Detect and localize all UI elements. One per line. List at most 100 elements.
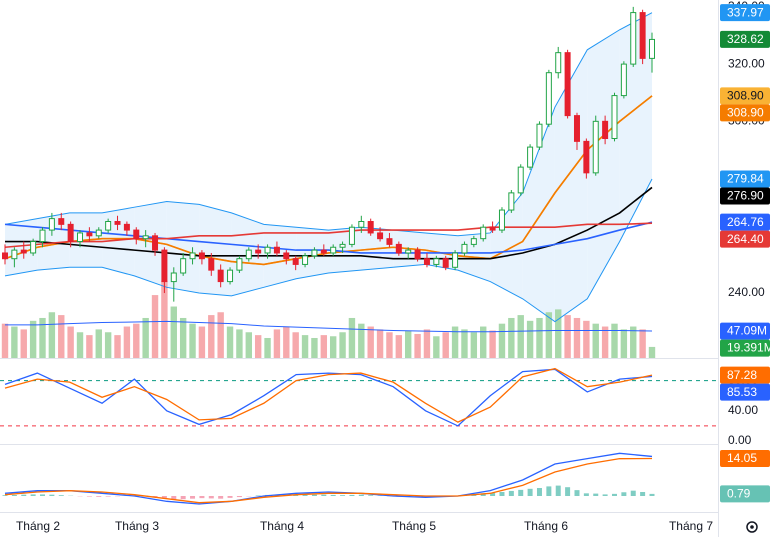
volume-bar <box>648 346 656 358</box>
macd-histogram-bar <box>40 494 46 496</box>
volume-bar <box>179 317 187 358</box>
macd-histogram-bar <box>49 494 55 496</box>
band-fill <box>522 107 555 322</box>
candle-body <box>367 220 374 234</box>
candle-body <box>583 140 590 174</box>
candle-body <box>67 223 74 243</box>
volume-bar <box>442 332 449 358</box>
band-fill <box>134 201 167 288</box>
volume-bar <box>29 320 37 358</box>
band-fill <box>5 218 38 276</box>
macd-histogram-bar <box>330 494 336 496</box>
candle-body <box>620 63 627 97</box>
candle-body <box>264 246 271 254</box>
value-label: 264.76 <box>727 215 764 229</box>
volume-bar <box>292 332 299 358</box>
macd-histogram-bar <box>199 496 205 499</box>
candle-body <box>114 220 121 225</box>
candle-body <box>245 249 252 260</box>
value-label: 14.05 <box>727 451 757 465</box>
value-label-box <box>720 213 770 231</box>
candle-body <box>170 272 177 283</box>
stochastic-pane <box>0 367 718 427</box>
x-tick-label: Tháng 2 <box>16 519 60 533</box>
volume-bar <box>48 312 56 358</box>
candle-body <box>602 120 609 140</box>
macd-histogram-bar <box>649 493 655 496</box>
macd-histogram-bar <box>2 495 8 496</box>
band-fill <box>199 204 232 296</box>
volume-bar <box>67 326 74 358</box>
candle-body <box>152 235 159 251</box>
candle-body <box>358 220 365 228</box>
volume-bar <box>526 320 534 358</box>
candle-body <box>236 258 243 271</box>
value-label-box <box>720 450 770 468</box>
volume-bar <box>208 315 215 358</box>
volume-bar <box>20 329 27 358</box>
macd-histogram-bar <box>640 492 646 496</box>
volume-bar <box>367 326 374 358</box>
candle-body <box>348 226 355 245</box>
settings-gear[interactable] <box>746 521 758 533</box>
volume-bar <box>254 335 262 358</box>
settings-gear-hub[interactable] <box>750 525 754 529</box>
volume-bar <box>189 323 196 358</box>
volume-bar <box>358 323 365 358</box>
macd-histogram-bar <box>565 487 571 496</box>
macd-pane <box>2 452 655 505</box>
macd-histogram-bar <box>480 493 486 496</box>
volume-bar <box>339 332 346 358</box>
volume-bar <box>395 335 403 358</box>
candle-body <box>611 95 618 140</box>
macd-histogram-bar <box>161 496 167 499</box>
macd-histogram-bar <box>236 496 242 498</box>
macd-line <box>4 457 653 504</box>
volume-bar <box>283 326 290 358</box>
volume-bar <box>1 323 9 358</box>
macd-histogram-bar <box>58 495 64 496</box>
macd-histogram-bar <box>349 494 355 496</box>
candle-body <box>536 123 543 148</box>
macd-histogram-bar <box>171 496 177 500</box>
price-pane <box>1 6 656 358</box>
value-label-box <box>720 485 770 503</box>
candle-body <box>452 252 459 268</box>
volume-bar <box>198 326 206 358</box>
overlay-line <box>4 95 653 266</box>
volume-bar <box>555 309 562 358</box>
candle-body <box>395 243 402 254</box>
volume-bar <box>508 317 515 358</box>
value-label: 337.97 <box>727 5 764 19</box>
settings-icon[interactable] <box>746 521 758 533</box>
value-label-box <box>720 187 770 205</box>
macd-histogram-bar <box>518 489 524 496</box>
candle-body <box>498 209 505 231</box>
candle-body <box>133 229 140 240</box>
volume-bar <box>86 335 93 358</box>
macd-histogram-bar <box>152 496 158 498</box>
volume-bar <box>536 317 543 358</box>
value-label-box <box>720 339 770 357</box>
candle-body <box>142 235 149 240</box>
volume-bar <box>630 326 637 358</box>
candle-body <box>2 252 8 260</box>
value-label-box <box>720 366 770 384</box>
candle-body <box>105 220 112 231</box>
volume-bar <box>620 329 628 358</box>
y-tick-label: 240.00 <box>728 285 765 299</box>
candle-body <box>161 249 168 283</box>
macd-histogram-bar <box>621 492 627 496</box>
value-label: 19.391M <box>727 341 774 355</box>
candle-body <box>339 243 346 248</box>
volume-bar <box>151 295 159 358</box>
macd-histogram-bar <box>630 490 636 496</box>
macd-histogram-bar <box>11 494 17 496</box>
macd-histogram-bar <box>302 494 308 496</box>
value-label: 308.90 <box>727 89 764 103</box>
volume-bar <box>639 329 646 358</box>
candle-body <box>292 258 299 265</box>
macd-histogram-bar <box>368 495 374 496</box>
volume-bar <box>114 335 121 358</box>
overlay-line <box>4 12 653 237</box>
